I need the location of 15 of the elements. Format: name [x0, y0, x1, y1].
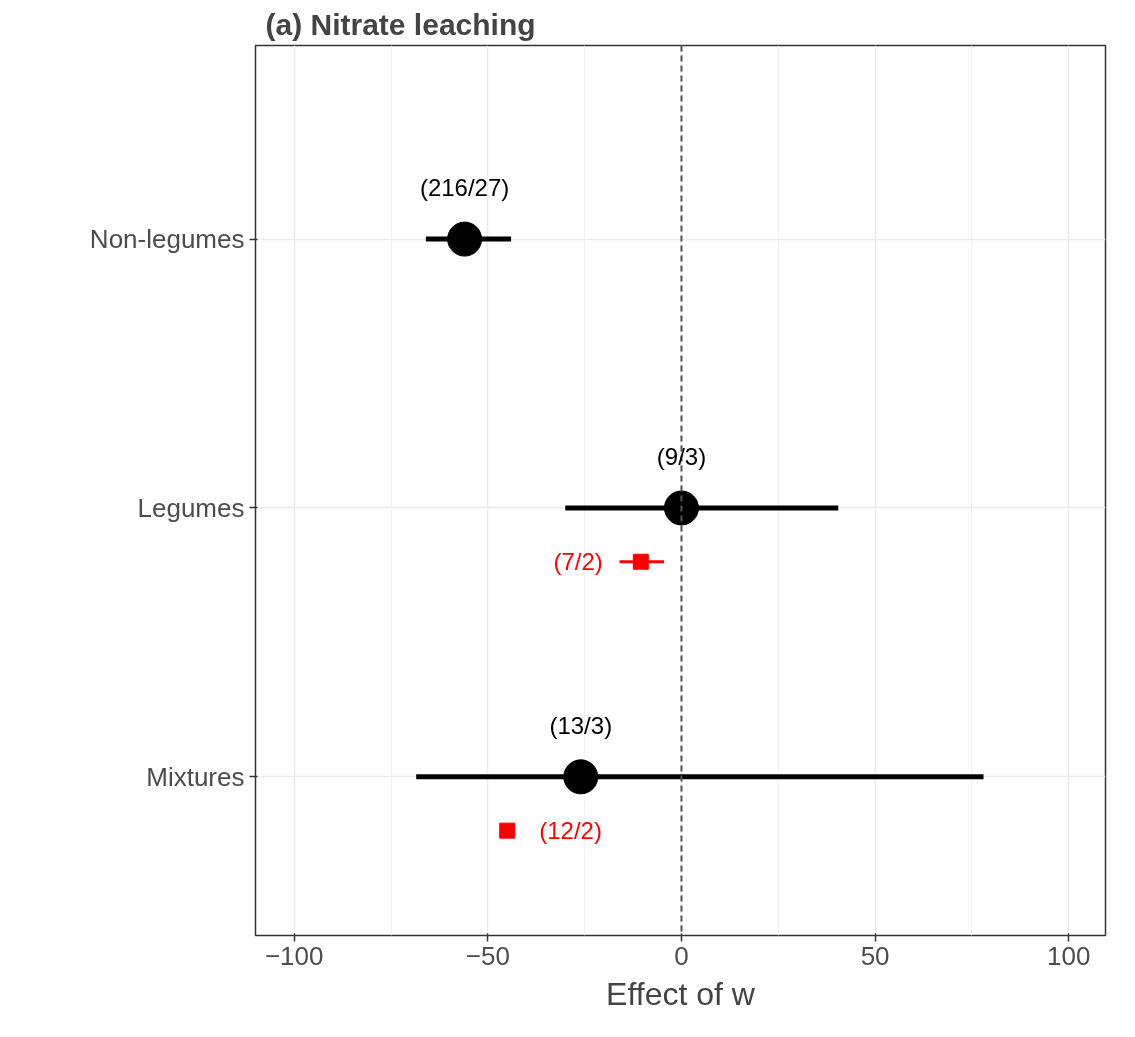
data-label: (7/2): [553, 548, 603, 576]
data-label: (216/27): [419, 174, 510, 202]
y-tick-label: Non-legumes: [89, 224, 245, 255]
y-tick-label: Legumes: [137, 492, 245, 523]
x-tick-label: 100: [1047, 940, 1091, 971]
x-tick-label: 50: [860, 940, 890, 971]
y-tick-label: Mixtures: [146, 761, 245, 792]
data-label: (12/2): [539, 817, 602, 845]
data-label: (13/3): [549, 711, 613, 739]
data-label: (9/3): [656, 442, 707, 470]
x-axis-title: Effect of w: [606, 975, 756, 1012]
x-tick-label: −50: [465, 940, 510, 971]
x-tick-label: 0: [674, 940, 689, 971]
x-tick-label: −100: [264, 940, 324, 971]
chart-title: (a) Nitrate leaching: [265, 7, 536, 41]
